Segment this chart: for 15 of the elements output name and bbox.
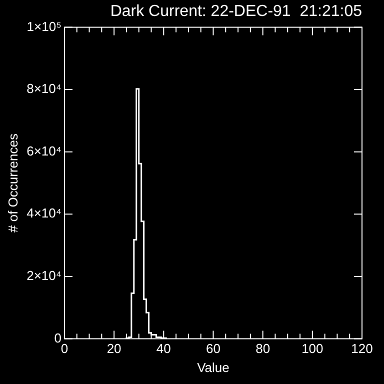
y-tick-label: 2×10⁴: [26, 268, 62, 284]
x-tick-label: 80: [256, 341, 270, 356]
y-axis-title: # of Occurrences: [5, 133, 20, 232]
chart-title: Dark Current: 22-DEC-91 21:21:05: [110, 3, 362, 20]
y-tick-label: 0: [54, 330, 62, 346]
x-tick-label: 120: [351, 341, 373, 356]
x-tick-label: 100: [302, 341, 324, 356]
y-tick-label: 4×10⁴: [26, 206, 62, 221]
x-axis-title: Value: [197, 360, 230, 375]
y-tick-label: 1×10⁵: [26, 18, 62, 34]
x-tick-label: 60: [206, 341, 220, 356]
x-tick-label: 20: [106, 341, 122, 356]
x-tick-label: 40: [156, 341, 171, 356]
y-tick-label: 8×10⁴: [26, 81, 62, 96]
y-tick-label: 6×10⁴: [26, 143, 62, 158]
